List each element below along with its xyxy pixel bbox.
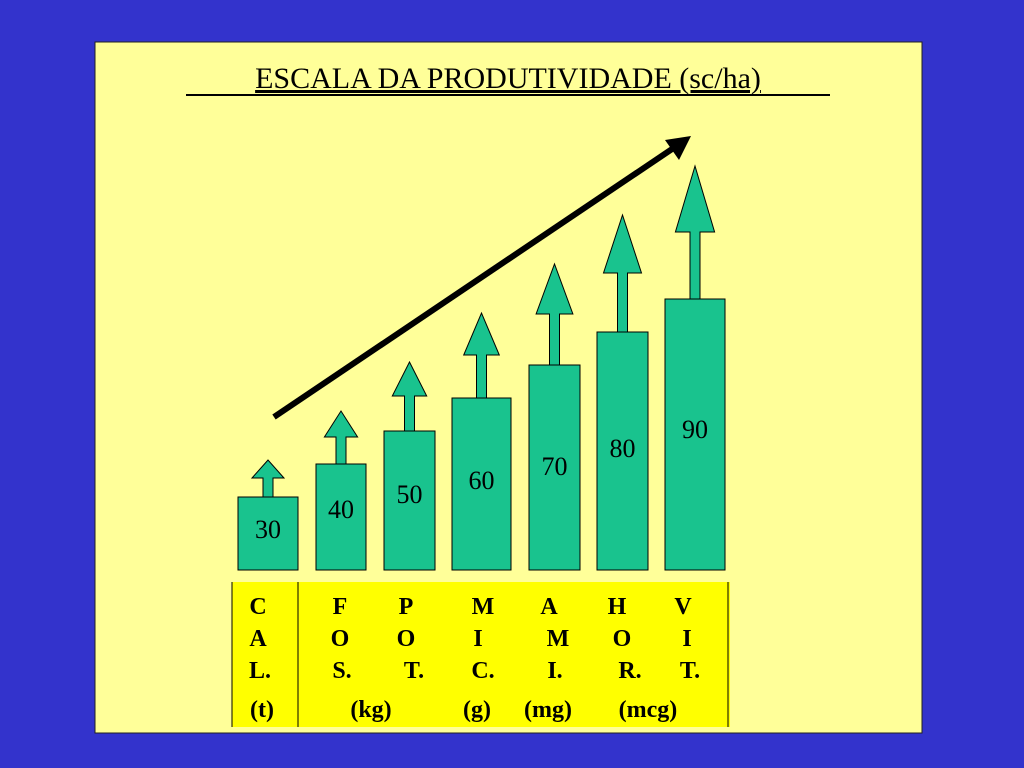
table-letter: P (399, 594, 414, 620)
table-letter: O (331, 626, 350, 652)
bar-arrow (323, 410, 359, 465)
bar (315, 463, 367, 571)
table-letter: V (674, 594, 692, 620)
bar-label: 80 (610, 434, 636, 463)
table-unit: (kg) (350, 697, 391, 723)
bar-arrow (535, 262, 574, 366)
table-unit: (t) (250, 697, 274, 723)
bar (596, 331, 649, 571)
table-letter: H (608, 594, 627, 620)
bar-arrow (602, 213, 643, 333)
table-letter: I (473, 626, 482, 652)
table-letter: I (682, 626, 691, 652)
table-letter: T. (680, 658, 700, 684)
bar-arrow (391, 360, 428, 432)
table-letter: R. (618, 658, 641, 684)
table-letter: O (613, 626, 632, 652)
table-letter: F (333, 594, 348, 620)
bar-label: 50 (397, 480, 423, 509)
bar-label: 30 (255, 515, 281, 544)
bar (383, 430, 436, 571)
table-letter: S. (332, 658, 351, 684)
table-letter: I. (547, 658, 562, 684)
table-letter: O (397, 626, 416, 652)
bar (451, 397, 512, 571)
table-letter: T. (404, 658, 424, 684)
table-letter: A (249, 626, 267, 652)
trend-arrow-head (665, 136, 691, 160)
bar-label: 90 (682, 415, 708, 444)
bar-label: 70 (542, 452, 568, 481)
title: ESCALA DA PRODUTIVIDADE (sc/ha) (255, 62, 761, 95)
bar (528, 364, 581, 571)
table-letter: A (540, 594, 558, 620)
table-letter: L. (249, 658, 271, 684)
trend-arrow-line (272, 142, 680, 420)
bar-arrow (250, 459, 286, 498)
bar (237, 496, 299, 571)
table-unit: (g) (463, 697, 491, 723)
bar (664, 298, 726, 571)
bar-label: 60 (469, 466, 495, 495)
table-unit: (mcg) (619, 697, 678, 723)
table-letter: M (547, 626, 570, 652)
bar-label: 40 (328, 495, 354, 524)
table-letter: C (249, 594, 266, 620)
table-letter: C. (471, 658, 494, 684)
bar-arrow (462, 311, 501, 399)
table-unit: (mg) (524, 697, 572, 723)
table-area (232, 582, 730, 727)
bar-arrow (674, 164, 716, 300)
table-letter: M (472, 594, 495, 620)
